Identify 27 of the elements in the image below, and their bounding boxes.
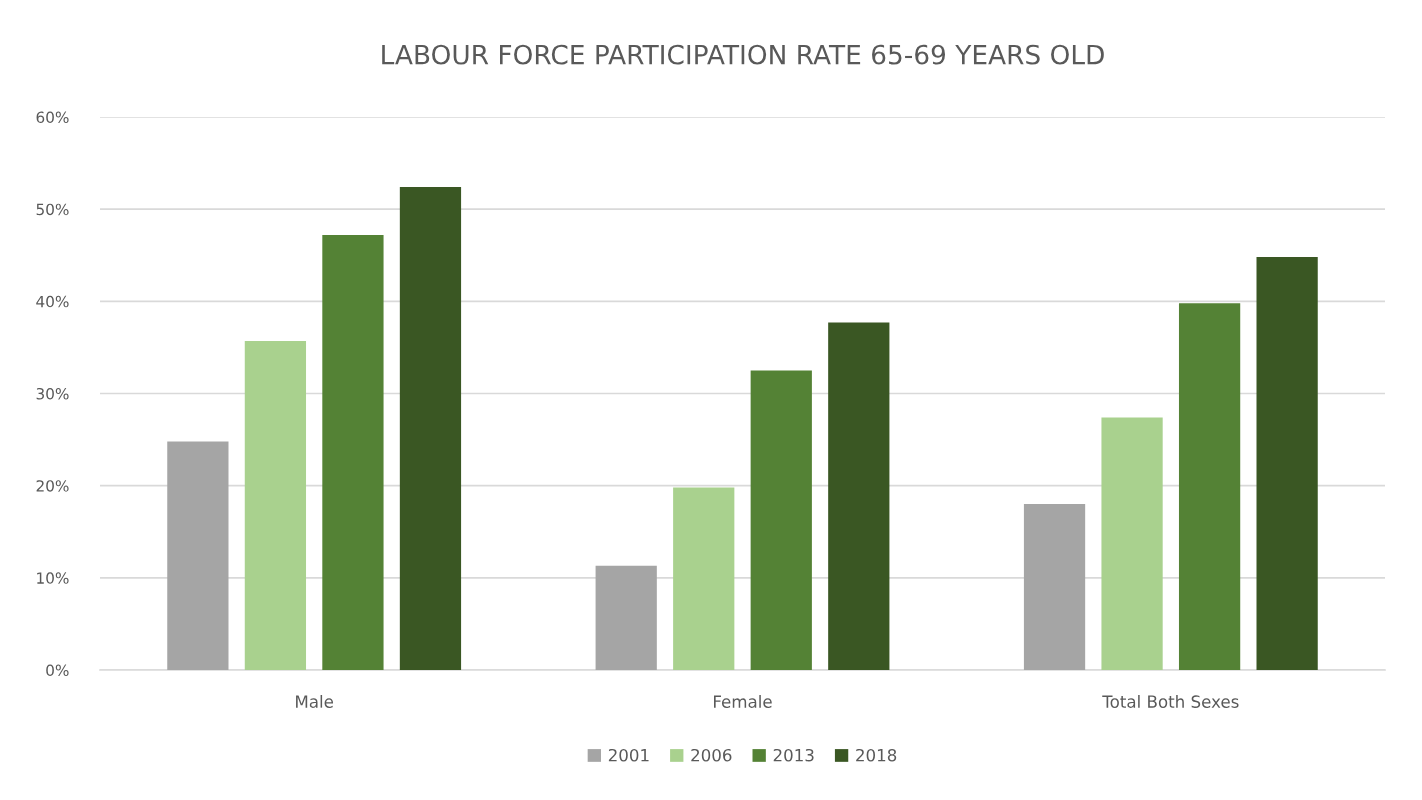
bar	[1178, 303, 1241, 670]
y-tick-label: 10%	[37, 572, 69, 584]
legend-label: 2013	[773, 748, 814, 762]
legend-label: 2006	[691, 748, 732, 762]
bar	[244, 340, 307, 670]
bar	[322, 234, 384, 670]
bar	[399, 187, 462, 670]
x-tick-label: Total Both Sexes	[1102, 695, 1239, 708]
x-tick-label: Male	[296, 695, 334, 708]
bar	[167, 441, 229, 670]
y-tick-label: 40%	[36, 295, 69, 308]
bar	[750, 370, 812, 670]
bar	[828, 322, 890, 670]
bar	[1101, 417, 1163, 670]
y-tick-label: 60%	[36, 111, 69, 124]
bar	[1023, 504, 1086, 670]
y-tick-label: 20%	[36, 480, 69, 492]
legend-label: 2018	[856, 748, 897, 762]
bar	[673, 487, 735, 670]
y-tick-label: 30%	[36, 387, 69, 400]
y-tick-label: 50%	[36, 203, 69, 216]
bar	[1256, 257, 1318, 670]
bar	[595, 565, 657, 670]
chart-title: LABOUR FORCE PARTICIPATION RATE 65-69 YEARS OLD	[382, 44, 1104, 65]
x-tick-label: Female	[714, 695, 772, 708]
y-tick-label: 0%	[46, 664, 69, 677]
legend-label: 2001	[608, 748, 649, 762]
